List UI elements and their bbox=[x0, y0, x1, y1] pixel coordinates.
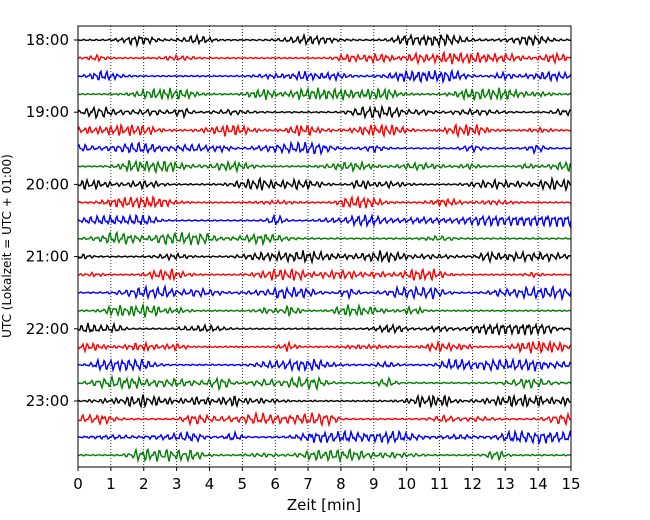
y-axis-ticks: 18:00 19:00 20:00 21:00 22:00 23:00 bbox=[26, 31, 78, 410]
x-tick-label: 6 bbox=[270, 475, 280, 493]
x-tick-label: 13 bbox=[496, 475, 515, 493]
x-tick-label: 7 bbox=[303, 475, 313, 493]
trace-row bbox=[77, 339, 572, 355]
x-tick-label: 1 bbox=[106, 475, 116, 493]
trace-row bbox=[77, 302, 572, 318]
trace-row bbox=[77, 68, 572, 85]
plot-frame bbox=[77, 25, 572, 468]
trace-row bbox=[77, 249, 572, 265]
trace-row bbox=[77, 32, 572, 49]
trace-row bbox=[77, 213, 572, 229]
x-tick-label: 11 bbox=[430, 475, 449, 493]
trace-row bbox=[77, 140, 572, 157]
trace-row bbox=[77, 428, 572, 446]
x-tick-label: 2 bbox=[139, 475, 149, 493]
trace-row bbox=[77, 50, 572, 66]
trace-row bbox=[77, 393, 572, 409]
y-tick-label: 23:00 bbox=[26, 392, 69, 410]
trace-row bbox=[77, 194, 572, 209]
x-axis-label: Zeit [min] bbox=[287, 496, 361, 514]
trace-row bbox=[77, 410, 571, 428]
x-tick-label: 15 bbox=[561, 475, 580, 493]
y-tick-label: 19:00 bbox=[26, 103, 69, 121]
x-tick-label: 8 bbox=[336, 475, 346, 493]
x-tick-label: 0 bbox=[73, 475, 83, 493]
y-tick-label: 18:00 bbox=[26, 31, 69, 49]
trace-row bbox=[77, 86, 572, 102]
x-tick-label: 5 bbox=[238, 475, 248, 493]
trace-row bbox=[77, 374, 572, 392]
trace-row bbox=[77, 175, 572, 193]
trace-row bbox=[77, 267, 572, 282]
x-tick-label: 4 bbox=[205, 475, 215, 493]
x-axis-ticks: 0 1 2 3 4 5 6 7 8 9 10 11 12 13 14 15 bbox=[73, 467, 581, 493]
trace-row bbox=[77, 321, 572, 337]
trace-row bbox=[77, 356, 572, 374]
y-tick-label: 20:00 bbox=[26, 175, 69, 193]
x-tick-label: 3 bbox=[172, 475, 182, 493]
trace-row bbox=[77, 104, 572, 120]
x-tick-label: 12 bbox=[463, 475, 482, 493]
x-tick-label: 9 bbox=[369, 475, 379, 493]
y-tick-label: 21:00 bbox=[26, 248, 69, 266]
seismic-traces bbox=[77, 32, 572, 464]
trace-row bbox=[77, 283, 572, 302]
y-tick-label: 22:00 bbox=[26, 320, 69, 338]
trace-row bbox=[78, 158, 572, 175]
trace-row bbox=[77, 230, 572, 247]
trace-row bbox=[77, 122, 572, 139]
y-axis-label: UTC (Lokalzeit = UTC + 01:00) bbox=[0, 154, 14, 338]
trace-row bbox=[77, 447, 572, 464]
x-tick-label: 14 bbox=[529, 475, 548, 493]
x-tick-label: 10 bbox=[397, 475, 416, 493]
